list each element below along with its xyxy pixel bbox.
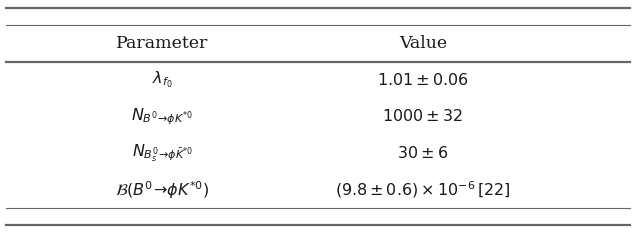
Text: $N_{B^0 \!\to\! \phi K^{*0}}$: $N_{B^0 \!\to\! \phi K^{*0}}$	[131, 106, 193, 127]
Text: $\mathcal{B}(B^0 \!\to\! \phi K^{*0})$: $\mathcal{B}(B^0 \!\to\! \phi K^{*0})$	[115, 179, 209, 201]
Text: $1000 \pm 32$: $1000 \pm 32$	[382, 108, 464, 125]
Text: Parameter: Parameter	[116, 35, 209, 52]
Text: $(9.8 \pm 0.6) \times 10^{-6}\,[22]$: $(9.8 \pm 0.6) \times 10^{-6}\,[22]$	[335, 180, 511, 200]
Text: Value: Value	[399, 35, 447, 52]
Text: $\lambda_{f_0}$: $\lambda_{f_0}$	[152, 70, 172, 90]
Text: $30 \pm 6$: $30 \pm 6$	[398, 145, 448, 162]
Text: $1.01 \pm 0.06$: $1.01 \pm 0.06$	[377, 72, 469, 89]
Text: $N_{B^0_s \!\to\! \phi \bar{K}^{*0}}$: $N_{B^0_s \!\to\! \phi \bar{K}^{*0}}$	[132, 142, 193, 164]
